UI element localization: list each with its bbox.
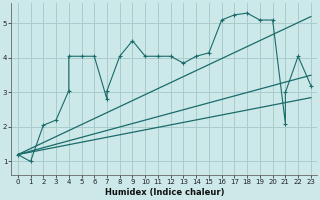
X-axis label: Humidex (Indice chaleur): Humidex (Indice chaleur): [105, 188, 224, 197]
